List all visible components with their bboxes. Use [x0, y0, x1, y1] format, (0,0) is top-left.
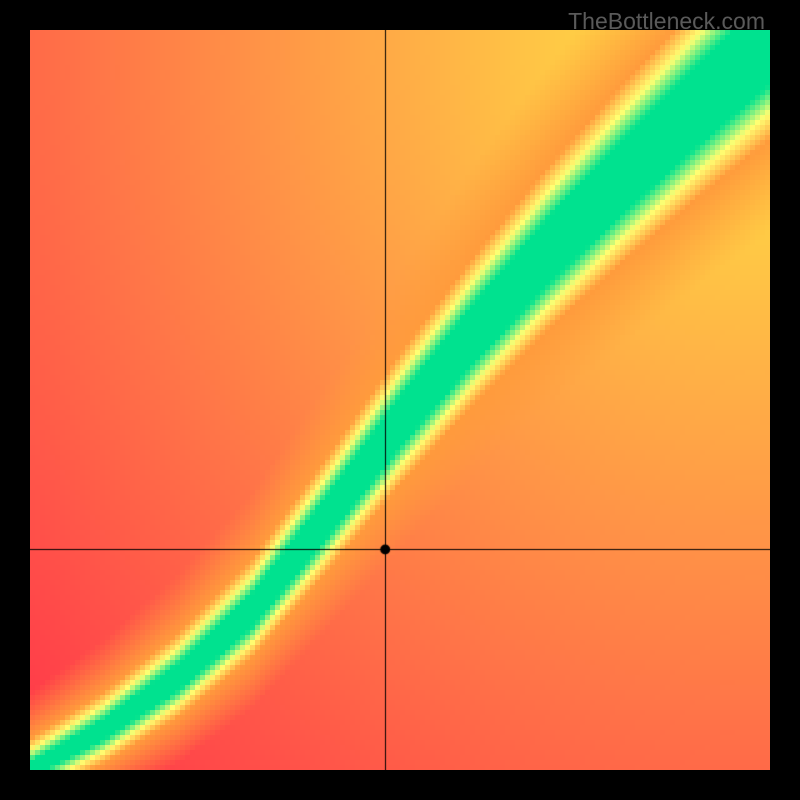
chart-container: TheBottleneck.com: [0, 0, 800, 800]
crosshair-overlay: [30, 30, 770, 770]
watermark-text: TheBottleneck.com: [568, 8, 765, 35]
